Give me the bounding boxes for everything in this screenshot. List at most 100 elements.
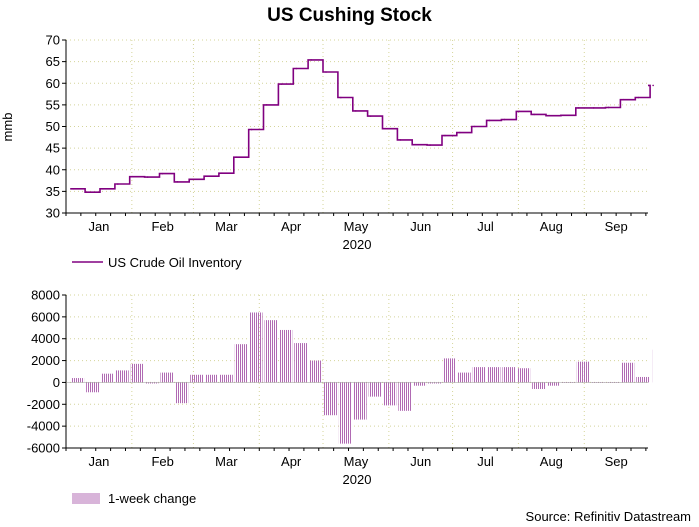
- bar: [205, 374, 218, 383]
- data-point: [622, 98, 625, 101]
- bar: [636, 376, 650, 383]
- data-point: [607, 106, 610, 109]
- data-point: [280, 83, 283, 85]
- x-tick-label: Mar: [215, 454, 238, 469]
- data-point: [310, 59, 312, 61]
- source-note: Source: Refinitiv Datastream: [525, 509, 691, 524]
- bar: [86, 382, 99, 393]
- chart-title: US Cushing Stock: [267, 5, 432, 26]
- data-point: [384, 127, 387, 130]
- data-point: [533, 113, 535, 116]
- bar: [517, 368, 531, 383]
- bar: [353, 382, 367, 420]
- y-tick-label: 55: [46, 97, 60, 112]
- bar: [219, 374, 233, 383]
- data-point: [176, 181, 179, 183]
- data-point: [369, 115, 372, 117]
- y-tick-label: 60: [46, 76, 60, 91]
- bar: [100, 373, 114, 383]
- data-point: [473, 125, 476, 128]
- legend-label: US Crude Oil Inventory: [108, 255, 242, 270]
- x-tick-label: Apr: [281, 454, 302, 469]
- data-point: [102, 187, 104, 190]
- bar: [145, 382, 159, 384]
- bar: [442, 358, 456, 383]
- bar: [428, 382, 441, 384]
- data-point: [161, 172, 164, 175]
- legend-label: 1-week change: [108, 491, 196, 506]
- data-point: [354, 110, 357, 112]
- data-point: [250, 128, 253, 131]
- legend-swatch-bar: [72, 493, 100, 504]
- data-point: [577, 107, 580, 109]
- bar: [368, 382, 382, 397]
- chart-panel-0: 30 35 40 45 50 55 60 65 70 Jan Feb Mar Apr May Jun Jul A…: [46, 33, 654, 252]
- data-point: [87, 191, 89, 194]
- data-point: [236, 156, 238, 159]
- x-tick-label: Jul: [477, 454, 494, 469]
- data-point: [72, 187, 75, 190]
- bar: [651, 349, 653, 383]
- data-point: [548, 114, 550, 117]
- bar: [502, 367, 516, 383]
- x-tick-label: May: [344, 219, 369, 234]
- data-point: [414, 143, 417, 146]
- bar: [576, 361, 590, 383]
- bar: [547, 382, 560, 386]
- x-tick-label: Jun: [410, 219, 431, 234]
- y-tick-label: 6000: [31, 309, 60, 324]
- y-axis-label: mmb: [0, 113, 15, 142]
- data-point: [146, 176, 149, 178]
- y-tick-label: 45: [46, 141, 60, 156]
- y-tick-label: 30: [46, 206, 60, 221]
- data-point: [117, 183, 119, 185]
- x-axis-label: 2020: [343, 472, 372, 487]
- data-point: [592, 107, 595, 109]
- data-point: [488, 119, 491, 122]
- bar: [338, 382, 352, 444]
- x-tick-label: Aug: [540, 219, 563, 234]
- x-tick-label: Mar: [215, 219, 238, 234]
- bar: [294, 343, 308, 383]
- data-point: [221, 172, 223, 175]
- data-point: [206, 175, 208, 178]
- x-tick-label: Feb: [151, 219, 173, 234]
- bar: [309, 360, 323, 383]
- y-tick-label: -6000: [27, 441, 60, 456]
- data-point: [459, 131, 461, 134]
- data-point: [295, 67, 298, 70]
- data-point: [637, 96, 640, 99]
- x-tick-label: Jan: [88, 219, 109, 234]
- bar: [264, 320, 278, 383]
- bar: [249, 312, 263, 383]
- x-tick-label: Jun: [410, 454, 431, 469]
- bar: [413, 382, 427, 386]
- x-tick-label: Sep: [605, 454, 628, 469]
- bar: [324, 382, 337, 416]
- y-tick-label: -2000: [27, 397, 60, 412]
- x-tick-label: Feb: [151, 454, 173, 469]
- data-point: [429, 144, 431, 146]
- bar: [398, 382, 412, 411]
- x-tick-label: Jul: [477, 219, 494, 234]
- x-tick-label: Aug: [540, 454, 563, 469]
- y-tick-label: 35: [46, 184, 60, 199]
- y-tick-label: 65: [46, 54, 60, 69]
- y-tick-label: 8000: [31, 288, 60, 303]
- x-tick-label: May: [344, 454, 369, 469]
- data-point: [265, 104, 268, 106]
- y-tick-label: 70: [46, 33, 60, 48]
- bar: [472, 367, 486, 383]
- data-point: [191, 178, 193, 181]
- bar: [383, 382, 397, 406]
- y-tick-label: 0: [53, 375, 60, 390]
- bar: [457, 372, 471, 383]
- data-point: [399, 139, 402, 141]
- y-tick-label: 2000: [31, 353, 60, 368]
- bar: [175, 382, 189, 404]
- bar: [487, 367, 501, 383]
- data-point: [652, 84, 654, 87]
- y-tick-label: -4000: [27, 419, 60, 434]
- chart-panel-1: -6000 -4000 -2000 0 2000 4000 6000 8000 Jan Feb Ma…: [27, 288, 653, 487]
